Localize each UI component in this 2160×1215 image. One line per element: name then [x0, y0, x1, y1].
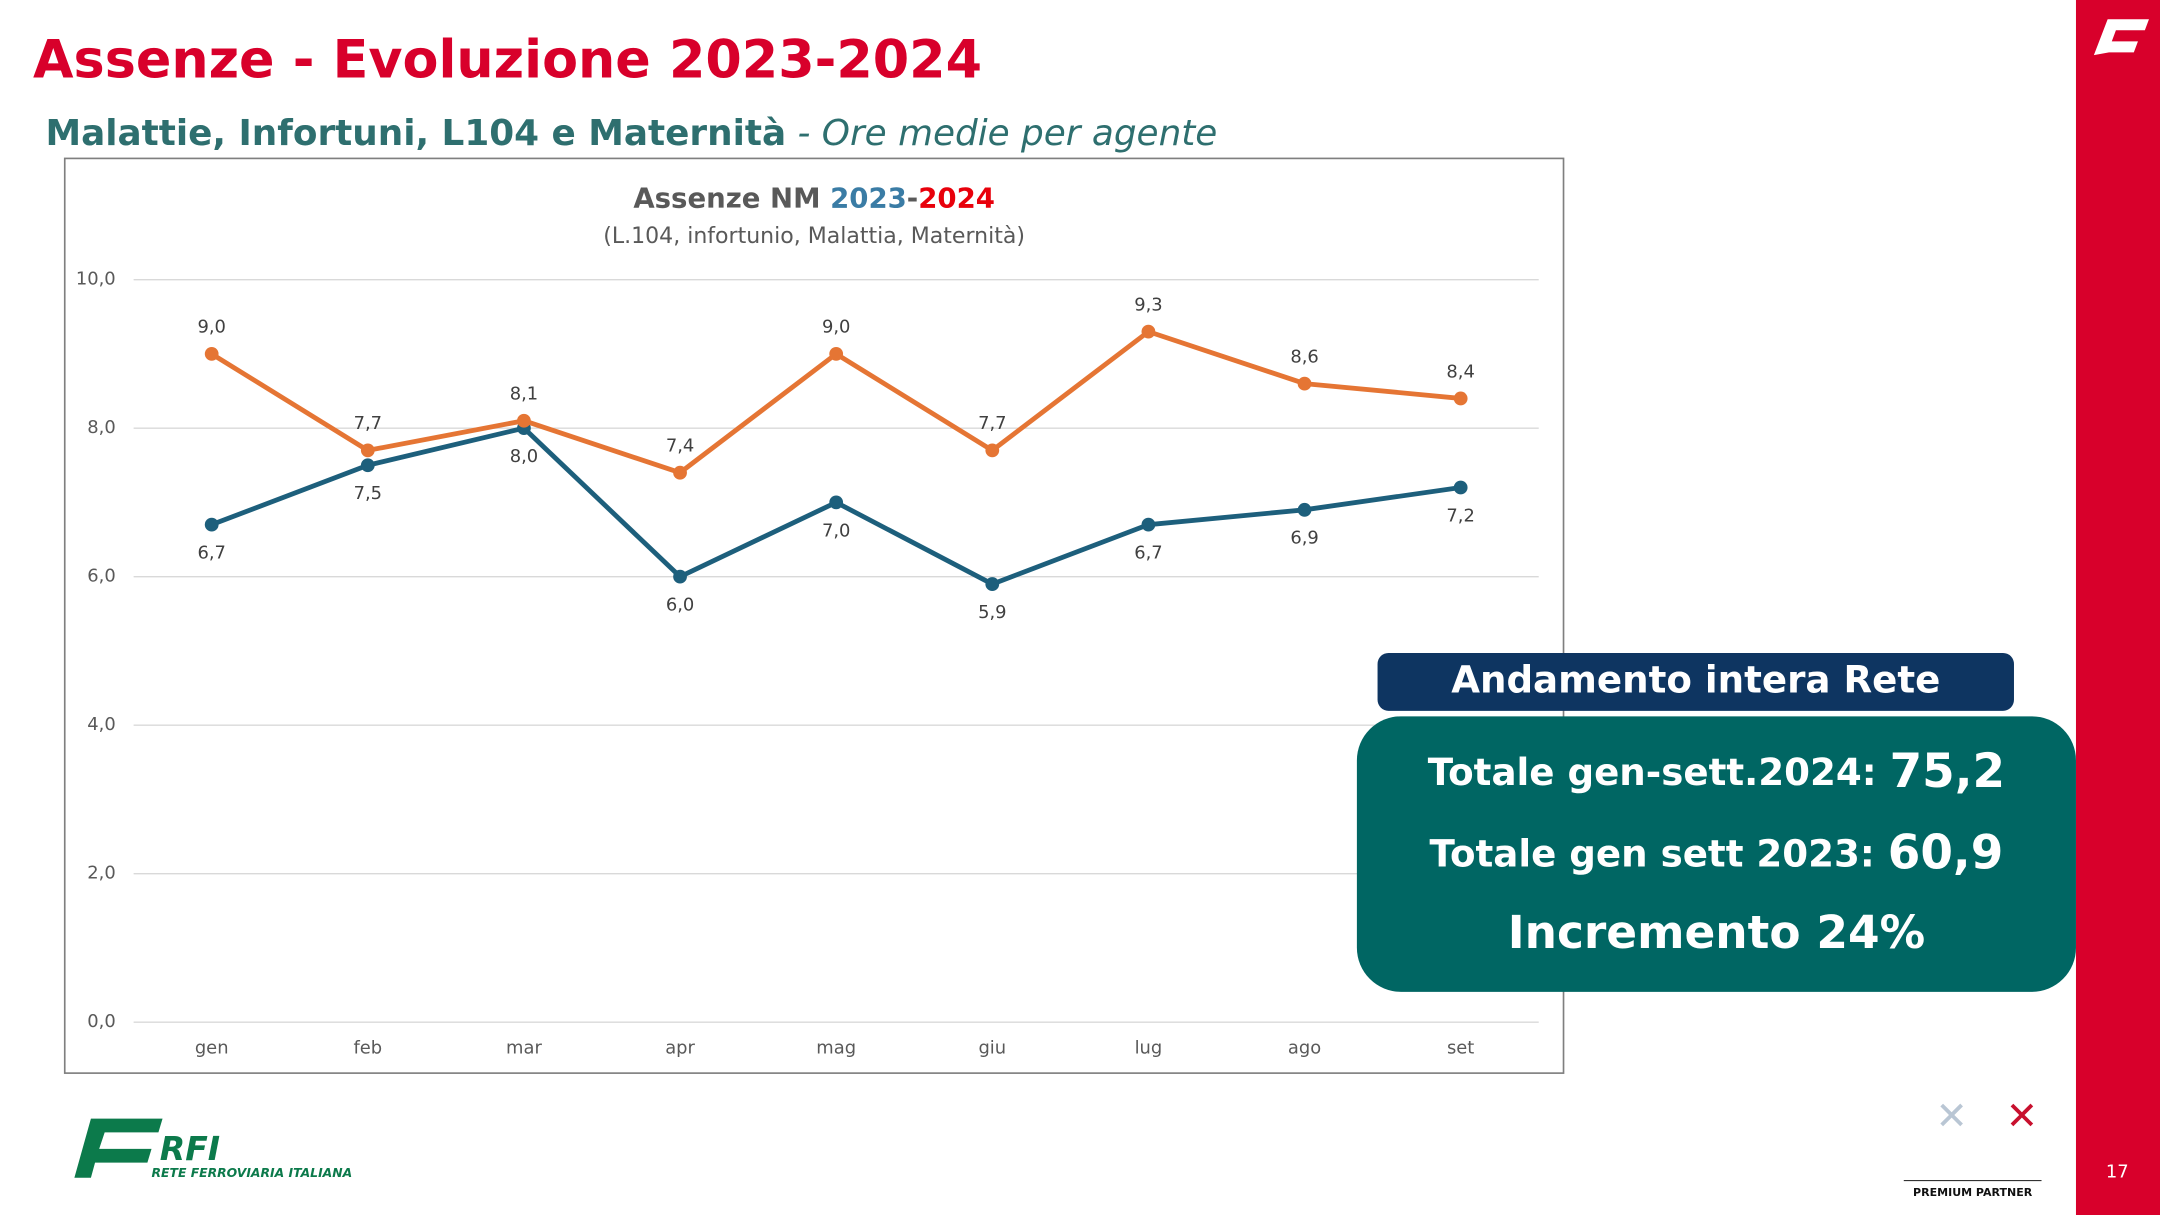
x-tick-label: feb: [353, 1037, 382, 1058]
data-point: [1141, 517, 1156, 532]
data-point: [1141, 324, 1156, 339]
slide-title: Assenze - Evoluzione 2023-2024: [33, 29, 982, 90]
data-point: [673, 569, 687, 584]
y-tick-label: 0,0: [87, 1011, 115, 1032]
x-tick-label: lug: [1135, 1037, 1163, 1058]
data-point: [204, 347, 219, 361]
y-tick-label: 8,0: [87, 417, 115, 438]
data-point: [204, 517, 219, 532]
rfi-logo-mark: [74, 1118, 163, 1178]
data-label: 5,9: [978, 602, 1006, 623]
olympic-logo: ✕: [1935, 1094, 1967, 1139]
data-point: [1297, 502, 1312, 517]
data-point: [985, 577, 1000, 591]
data-label: 6,7: [1134, 543, 1162, 564]
data-label: 7,7: [354, 413, 382, 434]
callout-label: Totale gen-sett.2024:: [1428, 750, 1890, 794]
slide-subtitle: Malattie, Infortuni, L104 e Maternità - …: [45, 113, 1217, 154]
callout-line: Totale gen-sett.2024: 75,2: [1428, 745, 2005, 799]
subtitle-rest: - Ore medie per agente: [786, 113, 1217, 154]
callout-box: [1356, 716, 2076, 992]
callout-label: Totale gen sett 2023:: [1430, 831, 1888, 875]
callout-heading: Andamento intera Rete: [1451, 657, 1940, 701]
x-tick-label: giu: [978, 1037, 1006, 1058]
chart-title-part: 2024: [918, 183, 995, 215]
data-point: [360, 443, 375, 458]
data-label: 8,1: [510, 384, 538, 405]
data-label: 6,7: [197, 543, 225, 564]
partner-label: PREMIUM PARTNER: [1913, 1186, 2033, 1199]
data-label: 9,0: [197, 317, 225, 338]
data-label: 8,4: [1446, 361, 1474, 382]
plot: 0,0 2,0 4,0 6,0 8,0 10,0 gen feb mar apr mag giu lug…: [76, 269, 1539, 1058]
chart-title: Assenze NM 2023-2024: [633, 183, 995, 215]
callout-value: 75,2: [1890, 745, 2006, 799]
data-label: 8,0: [510, 446, 538, 467]
x-tick-label: apr: [665, 1037, 695, 1058]
y-tick-label: 4,0: [87, 714, 115, 735]
chart-title-part: 2023: [830, 183, 907, 215]
x-tick-label: gen: [195, 1037, 229, 1058]
data-label: 9,3: [1134, 294, 1162, 315]
x-tick-label: ago: [1288, 1037, 1321, 1058]
data-point: [829, 495, 844, 510]
x-tick-label: mar: [506, 1037, 542, 1058]
x-tick-label: set: [1447, 1037, 1474, 1058]
data-point: [360, 458, 375, 473]
paralympic-logo: ✕: [2006, 1094, 2038, 1139]
y-tick-label: 10,0: [76, 269, 116, 290]
page-number: 17: [2106, 1161, 2129, 1182]
y-tick-label: 6,0: [87, 566, 115, 587]
chart-subtitle: (L.104, infortunio, Malattia, Maternità): [603, 224, 1025, 249]
data-point: [829, 347, 844, 361]
data-label: 7,0: [822, 520, 850, 541]
data-label: 7,7: [978, 413, 1006, 434]
rfi-logo-name: RFI: [160, 1129, 220, 1168]
chart-frame: [63, 157, 1565, 1074]
rfi-logo-sub: RETE FERROVIARIA ITALIANA: [152, 1165, 353, 1180]
side-logo: [2093, 19, 2149, 56]
data-point: [1453, 391, 1468, 406]
data-label: 6,0: [666, 595, 694, 616]
x-tick-label: mag: [816, 1037, 856, 1058]
subtitle-main: Malattie, Infortuni, L104 e Maternità: [45, 113, 786, 154]
data-point: [985, 443, 1000, 458]
chart-title-part: -: [907, 183, 918, 215]
data-label: 8,6: [1290, 346, 1318, 367]
data-point: [673, 465, 687, 480]
callout-line: Totale gen sett 2023: 60,9: [1430, 826, 2004, 880]
side-bar: [2075, 0, 2160, 1215]
data-label: 9,0: [822, 317, 850, 338]
chart-title-part: Assenze NM: [633, 183, 830, 215]
callout-value: 60,9: [1888, 826, 2004, 880]
data-label: 7,2: [1446, 505, 1474, 526]
data-point: [1297, 376, 1312, 391]
y-tick-label: 2,0: [87, 863, 115, 884]
data-point: [517, 413, 531, 428]
data-label: 6,9: [1290, 528, 1318, 549]
data-point: [1453, 480, 1468, 495]
data-label: 7,5: [354, 483, 382, 504]
callout-heading-box: [1377, 652, 2014, 711]
data-label: 7,4: [666, 436, 694, 457]
callout-line: Incremento 24%: [1508, 906, 1925, 959]
